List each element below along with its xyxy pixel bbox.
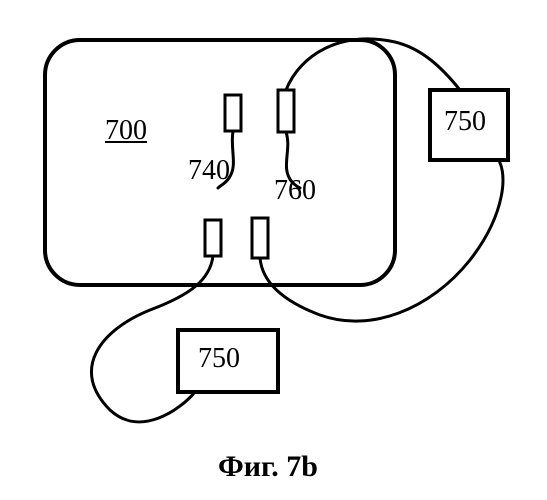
conn-d <box>252 218 268 258</box>
label-750b: 750 <box>198 343 240 375</box>
label-750a: 750 <box>444 106 486 138</box>
conn-b <box>278 90 294 132</box>
conn-c <box>205 220 221 256</box>
conn-a <box>225 95 241 131</box>
label-700: 700 <box>105 115 147 147</box>
label-760: 760 <box>274 175 316 207</box>
wire-top-right <box>286 39 460 90</box>
figure-caption: Фиг. 7b <box>218 450 318 484</box>
label-740: 740 <box>188 155 230 187</box>
